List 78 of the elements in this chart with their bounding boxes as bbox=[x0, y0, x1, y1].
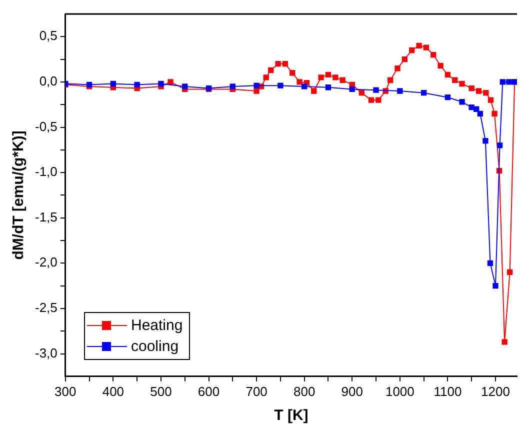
point bbox=[134, 82, 140, 88]
x-tick-label: 900 bbox=[341, 384, 363, 399]
point bbox=[502, 339, 508, 345]
point bbox=[254, 82, 260, 88]
point bbox=[158, 80, 164, 87]
x-tick-label: 700 bbox=[246, 384, 268, 399]
point bbox=[110, 80, 116, 87]
y-axis-title: dM/dT [emu/(g*K)] bbox=[10, 130, 28, 260]
y-tick-label: 0,5 bbox=[39, 28, 58, 44]
point bbox=[332, 74, 338, 80]
x-axis-title: T [K] bbox=[274, 407, 308, 424]
y-tick-label: -1,0 bbox=[34, 164, 58, 180]
point bbox=[296, 79, 302, 85]
point bbox=[468, 85, 474, 92]
point bbox=[275, 61, 281, 67]
point bbox=[474, 106, 480, 112]
point bbox=[459, 99, 465, 105]
x-tick-label: 1200 bbox=[481, 384, 510, 399]
point bbox=[492, 110, 498, 116]
point bbox=[268, 67, 274, 73]
y-tick-label: 0,0 bbox=[39, 74, 58, 89]
point bbox=[402, 56, 408, 62]
point bbox=[507, 269, 513, 276]
point bbox=[349, 86, 355, 92]
point bbox=[492, 282, 498, 289]
point bbox=[311, 88, 317, 94]
point bbox=[325, 72, 332, 78]
point bbox=[318, 74, 324, 80]
y-tick-label: -1,5 bbox=[34, 209, 58, 224]
point bbox=[340, 77, 346, 83]
x-tick-label: 800 bbox=[293, 384, 316, 399]
point bbox=[263, 74, 269, 80]
y-tick-label: -3,0 bbox=[34, 345, 58, 360]
point bbox=[325, 84, 332, 90]
point bbox=[459, 80, 465, 87]
point bbox=[452, 77, 458, 83]
point bbox=[430, 52, 436, 58]
point bbox=[496, 142, 503, 148]
point bbox=[482, 138, 488, 144]
point bbox=[376, 97, 382, 103]
point bbox=[373, 87, 379, 93]
point bbox=[358, 90, 365, 96]
point bbox=[487, 260, 494, 266]
point bbox=[444, 72, 451, 78]
point bbox=[416, 42, 422, 49]
point bbox=[388, 77, 394, 83]
point bbox=[438, 62, 444, 68]
x-tick-label: 600 bbox=[198, 384, 220, 399]
x-tick-label: 1000 bbox=[385, 384, 414, 399]
point bbox=[302, 84, 308, 90]
x-tick-label: 1100 bbox=[434, 384, 462, 399]
point bbox=[182, 84, 188, 90]
point bbox=[290, 70, 296, 76]
point bbox=[230, 84, 236, 90]
y-tick-label: -0,5 bbox=[34, 118, 58, 134]
point bbox=[477, 110, 484, 116]
y-tick-label: -2,5 bbox=[34, 300, 58, 316]
point bbox=[409, 47, 415, 54]
point bbox=[476, 88, 482, 94]
y-tick-label: -2,0 bbox=[34, 254, 58, 270]
legend-label: Heating bbox=[131, 316, 183, 336]
x-tick-label: 500 bbox=[150, 384, 172, 399]
point bbox=[500, 79, 506, 85]
x-tick-label: 300 bbox=[54, 384, 76, 399]
point bbox=[506, 79, 512, 85]
point bbox=[282, 61, 288, 67]
legend-label: cooling bbox=[131, 337, 179, 357]
point bbox=[444, 94, 451, 100]
point bbox=[420, 90, 427, 96]
x-tick-label: 400 bbox=[102, 384, 124, 399]
point bbox=[278, 82, 284, 88]
point bbox=[397, 88, 403, 94]
point bbox=[483, 90, 489, 96]
point bbox=[368, 97, 374, 103]
point bbox=[488, 97, 494, 103]
point bbox=[394, 66, 400, 72]
point bbox=[254, 88, 260, 94]
point bbox=[423, 44, 430, 50]
